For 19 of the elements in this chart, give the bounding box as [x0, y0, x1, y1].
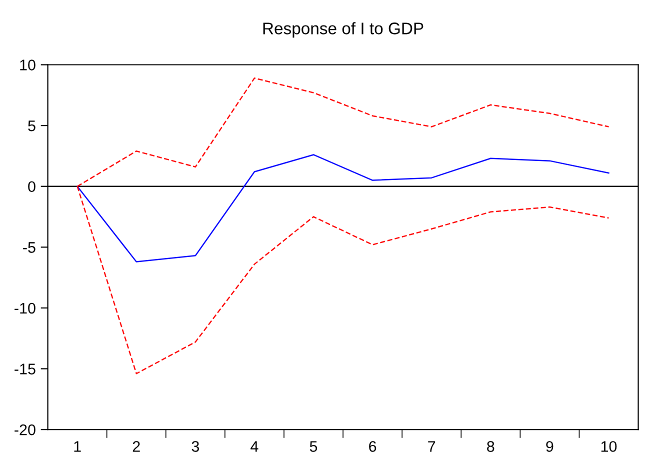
x-tick-label: 2 — [132, 441, 140, 452]
x-tick-label: 5 — [310, 441, 318, 452]
x-tick-label: 6 — [369, 441, 376, 452]
y-tick-label: -10 — [14, 302, 36, 314]
x-tick-label: 3 — [192, 441, 199, 452]
x-tick-label: 10 — [601, 441, 617, 452]
y-tick-label: 0 — [28, 181, 36, 192]
x-tick-label: 9 — [546, 441, 554, 452]
x-tick-label: 1 — [74, 441, 81, 452]
y-tick-label: 10 — [20, 60, 36, 70]
y-tick-label: 5 — [28, 120, 36, 132]
y-tick-label: -20 — [14, 424, 36, 436]
y-tick-label: -5 — [23, 242, 36, 253]
x-tick-label: 7 — [428, 441, 436, 452]
x-tick-label: 8 — [487, 441, 494, 452]
line-series — [76, 154, 610, 262]
chart-title: Response of I to GDP — [263, 22, 424, 38]
y-tick-label: -15 — [14, 364, 36, 374]
x-tick-label: 4 — [250, 441, 258, 452]
